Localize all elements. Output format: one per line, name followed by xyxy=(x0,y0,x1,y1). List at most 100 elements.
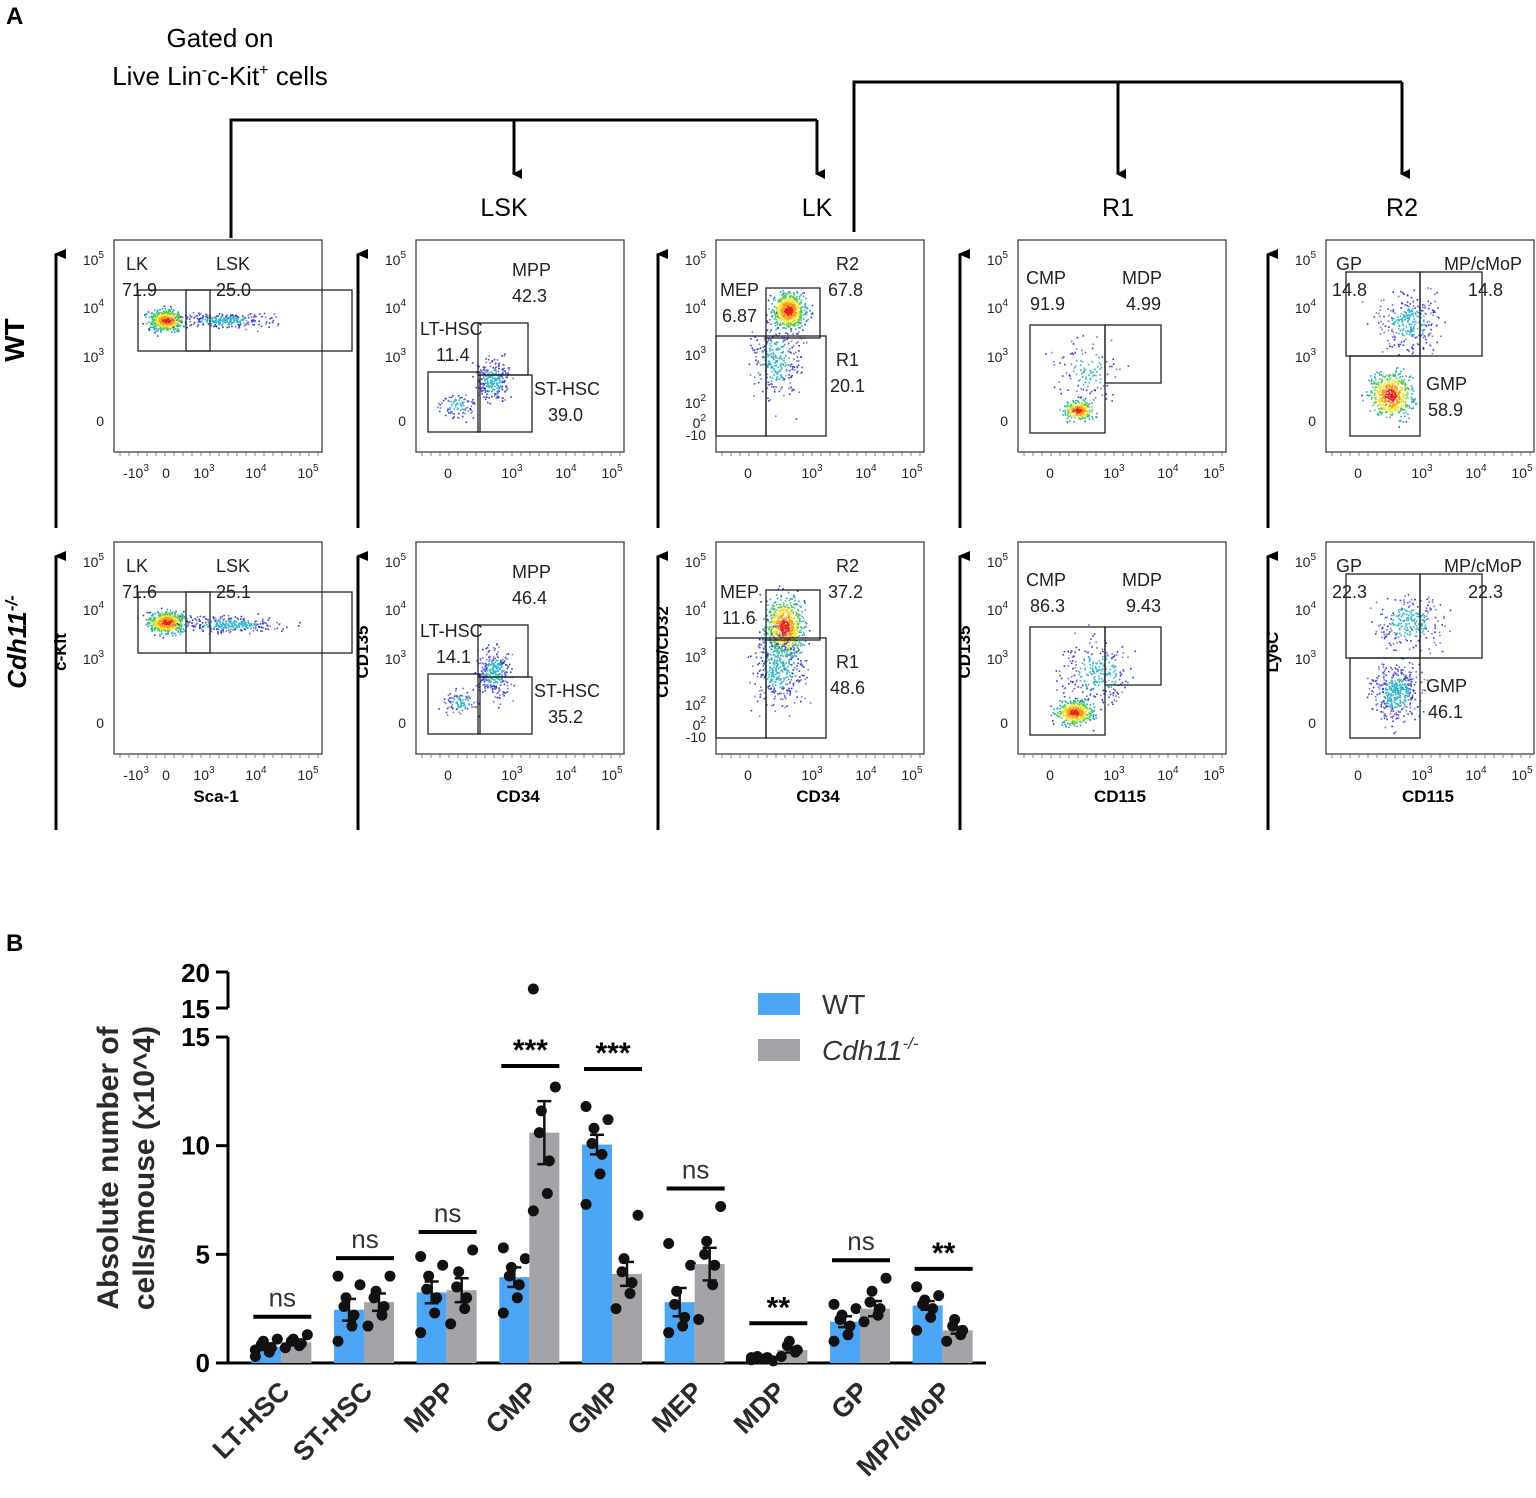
x-tick-label: 0 xyxy=(1046,465,1054,481)
data-point xyxy=(701,1236,712,1247)
data-point xyxy=(453,1266,464,1277)
data-point xyxy=(415,1327,426,1338)
y-tick-label: -10 xyxy=(686,427,706,443)
x-tick-label: 105 xyxy=(601,765,623,783)
data-point xyxy=(347,1321,358,1332)
gate-value: 22.3 xyxy=(1332,582,1367,602)
category-group-GMP: ***GMP xyxy=(562,1037,644,1441)
data-point xyxy=(542,1188,553,1199)
gating-note-line2: Live Lin-c-Kit+ cells xyxy=(112,61,328,91)
data-point xyxy=(355,1279,366,1290)
y-axis-label: CD135 xyxy=(955,626,974,679)
data-point xyxy=(611,1303,622,1314)
y-tick-label: 15 xyxy=(181,994,210,1024)
plot-frame xyxy=(716,240,924,452)
data-point xyxy=(603,1114,614,1125)
data-point xyxy=(867,1286,878,1297)
gate-value: 25.1 xyxy=(216,582,251,602)
x-tick-label: 105 xyxy=(1203,765,1225,783)
gate-value: 14.1 xyxy=(436,647,471,667)
data-point xyxy=(589,1123,600,1134)
x-tick-label: 105 xyxy=(901,765,923,783)
gate-label: MEP xyxy=(720,280,759,300)
y-tick-label: 20 xyxy=(181,958,210,988)
data-point xyxy=(699,1249,710,1260)
row-label-ko: Cdh11-/- xyxy=(2,595,32,689)
data-point xyxy=(544,1155,555,1166)
data-point xyxy=(536,1105,547,1116)
x-tick-label: 0 xyxy=(1354,465,1362,481)
data-point xyxy=(250,1344,261,1355)
data-point xyxy=(302,1329,313,1340)
y-tick-label: 0 xyxy=(96,413,104,429)
y-tick-label: 103 xyxy=(685,345,707,363)
y-axis-label: c-Kit xyxy=(51,633,70,671)
data-point xyxy=(881,1273,892,1284)
x-tick-label: 104 xyxy=(1157,463,1179,481)
data-point xyxy=(341,1292,352,1303)
category-label: MEP xyxy=(646,1376,709,1439)
significance-label: ns xyxy=(434,1198,461,1228)
x-tick-label: 105 xyxy=(1203,463,1225,481)
gate-value: 11.4 xyxy=(436,345,470,365)
y-tick-label: 105 xyxy=(987,552,1009,570)
x-axis-label: CD34 xyxy=(796,787,840,806)
data-point xyxy=(707,1279,718,1290)
data-point xyxy=(506,1262,517,1273)
x-tick-label: 103 xyxy=(501,765,523,783)
data-point xyxy=(595,1168,606,1179)
y-tick-label: 0 xyxy=(1000,715,1008,731)
stage-title-lk: LK xyxy=(802,194,833,222)
y-tick-label: 105 xyxy=(385,552,407,570)
gate-value: 71.9 xyxy=(122,280,157,300)
panel-b-label: B xyxy=(6,930,23,957)
gate-value: 11.6 xyxy=(722,608,756,628)
x-axis-label: Sca-1 xyxy=(193,787,238,806)
gate-value: 48.6 xyxy=(830,678,865,698)
data-point xyxy=(679,1312,690,1323)
gate-value: 67.8 xyxy=(828,280,863,300)
data-point xyxy=(865,1297,876,1308)
category-label: GP xyxy=(825,1376,874,1425)
y-tick-label: 105 xyxy=(83,552,105,570)
gate-value: 22.3 xyxy=(1468,582,1503,602)
x-tick-label: 105 xyxy=(1511,765,1533,783)
y-tick-label: 104 xyxy=(385,600,407,618)
y-tick-label: 105 xyxy=(83,250,105,268)
bar-Cdh11-GMP xyxy=(612,1274,642,1363)
gate-value: 14.8 xyxy=(1468,280,1503,300)
y-tick-label: 102 xyxy=(685,393,707,411)
stage-title-r1: R1 xyxy=(1102,194,1134,222)
y-tick-label: 15 xyxy=(181,1022,210,1052)
bar-WT-CMP xyxy=(499,1277,529,1363)
data-point xyxy=(385,1271,396,1282)
significance-label: ** xyxy=(767,1291,791,1324)
y-axis-label: CD16/CD32 xyxy=(653,606,672,698)
y-tick-label: 104 xyxy=(1295,298,1317,316)
data-point xyxy=(685,1260,696,1271)
x-tick-label: 103 xyxy=(193,765,215,783)
x-tick-label: 104 xyxy=(1465,463,1487,481)
gate-label: MDP xyxy=(1122,268,1162,288)
x-tick-label: 0 xyxy=(444,465,452,481)
data-point xyxy=(333,1271,344,1282)
data-point xyxy=(498,1242,509,1253)
y-tick-label: 104 xyxy=(685,298,707,316)
gate-label: MPP xyxy=(512,562,551,582)
gate-label: LT-HSC xyxy=(420,621,483,641)
legend-label: Cdh11-/- xyxy=(822,1034,919,1066)
data-point xyxy=(619,1253,630,1264)
gate-value: 91.9 xyxy=(1030,294,1065,314)
y-tick-label: 103 xyxy=(1295,649,1317,667)
gate-label: ST-HSC xyxy=(534,681,600,701)
x-tick-label: 0 xyxy=(1046,767,1054,783)
data-point xyxy=(829,1336,840,1347)
